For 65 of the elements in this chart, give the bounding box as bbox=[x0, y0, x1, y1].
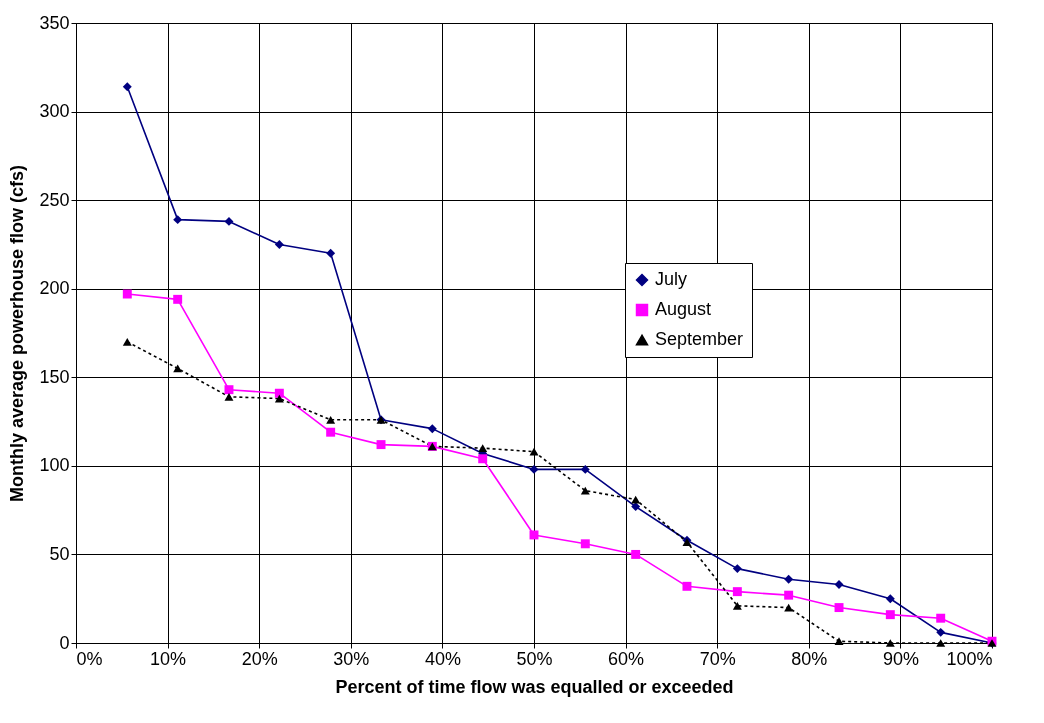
point bbox=[529, 530, 539, 540]
point bbox=[224, 392, 234, 401]
x-tick-label: 20% bbox=[241, 648, 278, 669]
point bbox=[427, 424, 437, 434]
x-tick-label: 90% bbox=[882, 648, 919, 669]
point bbox=[631, 549, 641, 559]
x-tick-label: 60% bbox=[608, 648, 645, 669]
point bbox=[936, 613, 946, 623]
point bbox=[784, 590, 794, 600]
point bbox=[224, 385, 234, 395]
point bbox=[936, 639, 946, 647]
y-tick-label: 200 bbox=[39, 278, 70, 299]
y-tick-label: 150 bbox=[39, 366, 70, 387]
point bbox=[122, 82, 132, 92]
point bbox=[885, 639, 895, 647]
point bbox=[173, 294, 183, 304]
point bbox=[529, 447, 539, 456]
point bbox=[326, 415, 336, 424]
x-tick-label: 40% bbox=[424, 648, 461, 669]
point bbox=[682, 581, 692, 591]
point bbox=[326, 427, 336, 437]
x-tick-label: 50% bbox=[516, 648, 553, 669]
point bbox=[834, 637, 844, 646]
y-tick-label: 0 bbox=[59, 632, 70, 653]
y-tick-label: 350 bbox=[39, 12, 70, 33]
point bbox=[631, 502, 641, 512]
y-tick-label: 250 bbox=[39, 189, 70, 210]
legend-label: July bbox=[655, 269, 688, 289]
point bbox=[529, 464, 539, 474]
point bbox=[732, 601, 742, 610]
point bbox=[834, 603, 844, 613]
point bbox=[224, 216, 234, 226]
legend-label: August bbox=[655, 299, 712, 319]
point bbox=[326, 248, 336, 258]
x-tick-label: 10% bbox=[150, 648, 187, 669]
y-tick-label: 300 bbox=[39, 101, 70, 122]
point bbox=[478, 444, 488, 453]
point bbox=[732, 564, 742, 574]
point bbox=[580, 539, 590, 549]
point bbox=[274, 239, 284, 249]
point bbox=[784, 574, 794, 584]
point bbox=[580, 486, 590, 495]
point bbox=[885, 610, 895, 620]
y-axis-title: Monthly average powerhouse flow (cfs) bbox=[7, 164, 28, 503]
x-tick-label: 30% bbox=[333, 648, 370, 669]
point bbox=[122, 289, 132, 299]
point bbox=[936, 627, 946, 637]
point bbox=[885, 594, 895, 604]
x-axis-title: Percent of time flow was equalled or exceeded bbox=[335, 676, 734, 697]
y-tick-label: 50 bbox=[49, 543, 70, 564]
point bbox=[580, 464, 590, 474]
point bbox=[478, 454, 488, 464]
point bbox=[122, 337, 132, 346]
point bbox=[173, 215, 183, 225]
point bbox=[376, 440, 386, 450]
point bbox=[834, 580, 844, 590]
point bbox=[274, 388, 284, 398]
x-tick-label: 70% bbox=[699, 648, 736, 669]
y-tick-label: 100 bbox=[39, 455, 70, 476]
x-tick-label: 100% bbox=[946, 648, 993, 669]
x-tick-label: 0% bbox=[76, 648, 103, 669]
point bbox=[173, 364, 183, 373]
point bbox=[732, 587, 742, 597]
x-tick-label: 80% bbox=[791, 648, 828, 669]
legend-label: September bbox=[655, 329, 744, 349]
